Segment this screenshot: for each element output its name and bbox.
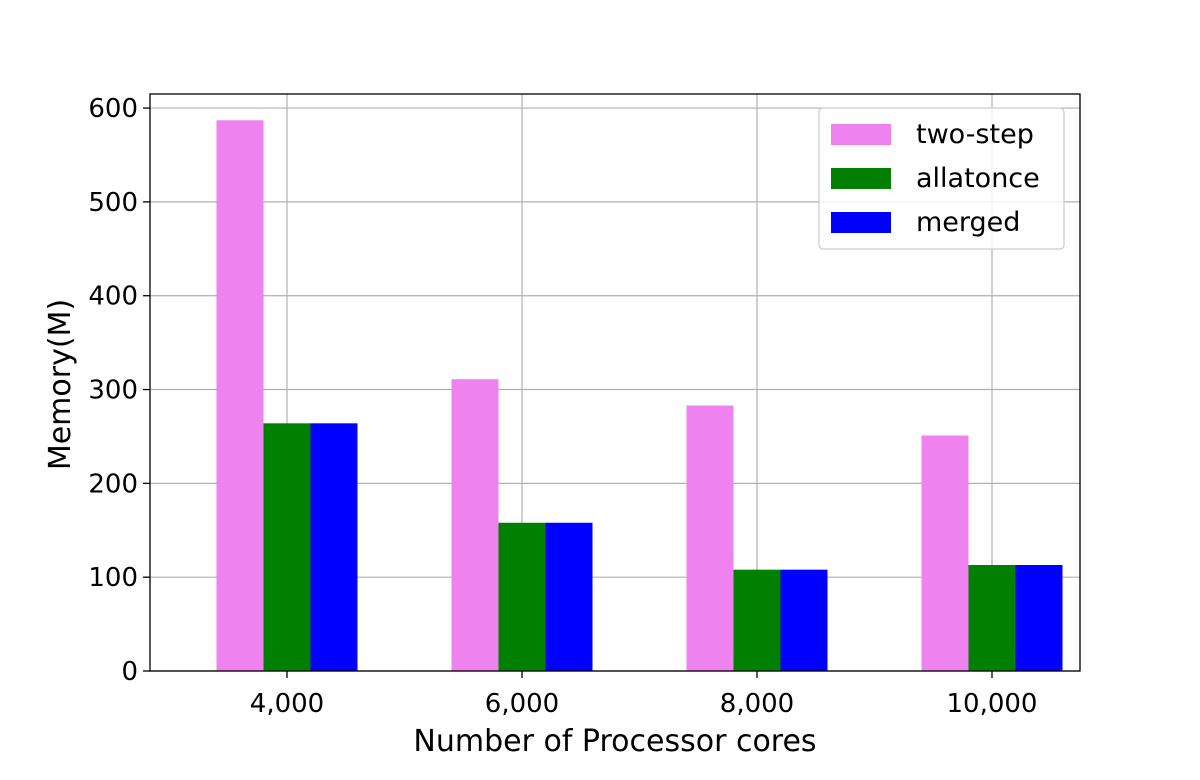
bar-merged-1 — [545, 522, 593, 671]
x-tick-label: 10,000 — [947, 689, 1038, 719]
legend-swatch-two-step — [831, 124, 891, 145]
legend-label-merged: merged — [916, 207, 1020, 238]
x-tick-label: 4,000 — [250, 689, 324, 719]
legend-swatch-merged — [831, 212, 891, 233]
bar-two-step-0 — [216, 120, 264, 672]
legend: two-step allatonce merged — [818, 107, 1065, 250]
bar-allatonce-3 — [968, 564, 1016, 671]
y-tick-label: 400 — [88, 282, 138, 312]
bar-allatonce-2 — [733, 569, 781, 671]
legend-label-two-step: two-step — [916, 119, 1034, 150]
legend-swatch-allatonce — [831, 168, 891, 189]
ticks: 0 100 200 300 400 500 600 4,000 6,000 8,000 10,000 — [88, 94, 1037, 719]
bar-two-step-1 — [451, 379, 499, 671]
y-tick-label: 600 — [88, 94, 138, 124]
y-tick-label: 200 — [88, 469, 138, 499]
x-tick-label: 6,000 — [485, 689, 559, 719]
y-tick-label: 500 — [88, 188, 138, 218]
axes-frame — [149, 93, 1081, 672]
bars — [216, 120, 1063, 672]
bar-allatonce-0 — [263, 423, 311, 671]
x-axis-label: Number of Processor cores — [413, 724, 816, 759]
y-tick-label: 300 — [88, 376, 138, 406]
bar-two-step-2 — [686, 405, 734, 671]
bar-allatonce-1 — [498, 522, 546, 671]
bar-two-step-3 — [921, 435, 969, 671]
legend-label-allatonce: allatonce — [916, 163, 1040, 194]
y-tick-label: 0 — [121, 657, 138, 687]
y-axis-label: Memory(M) — [43, 299, 78, 470]
bar-merged-3 — [1015, 564, 1063, 671]
y-tick-label: 100 — [88, 563, 138, 593]
bar-merged-2 — [780, 569, 828, 671]
bar-merged-0 — [310, 423, 358, 671]
x-tick-label: 8,000 — [720, 689, 794, 719]
